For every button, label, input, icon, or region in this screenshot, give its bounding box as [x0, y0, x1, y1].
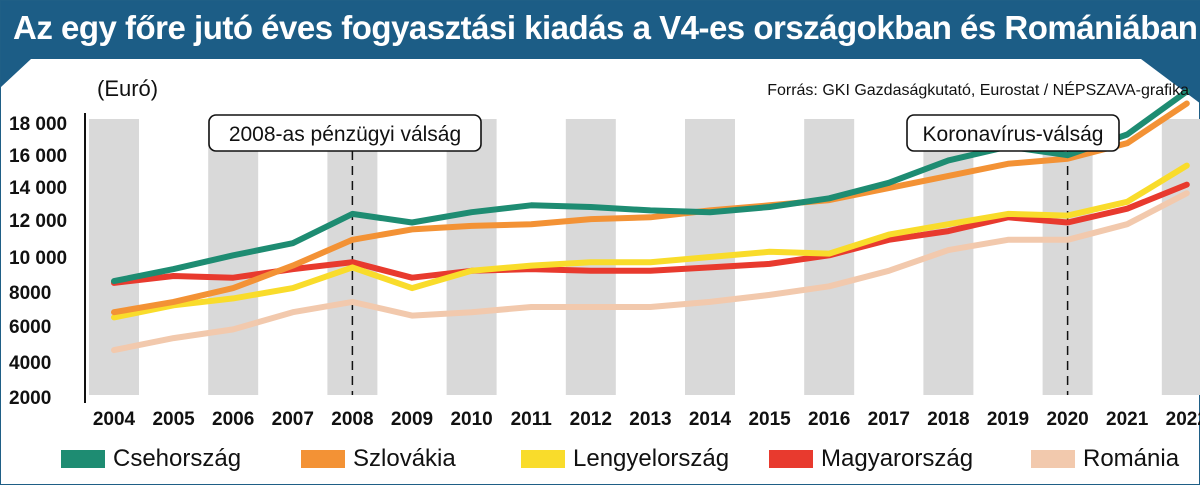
legend-swatch	[301, 450, 345, 468]
legend: Csehország Szlovákia Lengyelország Magyaror…	[1, 439, 1200, 483]
x-axis: 2004 2005 2006 2007 2008 2009 2010 2011 2012 2013…	[93, 409, 1200, 430]
series-line	[111, 181, 1190, 286]
year-band-2012	[565, 119, 616, 395]
legend-label: Magyarország	[821, 445, 974, 472]
legend-item: Szlovákia	[301, 443, 456, 475]
x-tick-label: 2007	[272, 409, 314, 430]
y-tick-label: 14 000	[9, 178, 67, 199]
legend-label: Románia	[1083, 445, 1180, 472]
legend-label: Lengyelország	[573, 445, 730, 472]
legend-swatch	[521, 450, 565, 468]
x-tick-label: 2008	[331, 409, 373, 430]
x-tick-label: 2005	[152, 409, 195, 430]
annotation-box	[208, 114, 482, 152]
series-lines	[111, 88, 1190, 354]
legend-item: Magyarország	[769, 443, 973, 475]
x-tick-label: 2012	[570, 409, 612, 430]
source-label: Forrás: GKI Gazdaságkutató, Eurostat / N…	[767, 80, 1189, 99]
x-tick-label: 2022	[1166, 409, 1200, 430]
x-tick-label: 2011	[511, 409, 553, 430]
year-band-2004	[89, 119, 139, 395]
title-bar: Az egy főre jutó éves fogyasztási kiadás…	[1, 1, 1200, 59]
y-tick-label: 12 000	[9, 211, 67, 232]
x-tick-label: 2017	[868, 409, 910, 430]
x-tick-label: 2006	[212, 409, 254, 430]
year-band-2010	[446, 119, 497, 395]
x-tick-label: 2018	[927, 409, 969, 430]
legend-item: Románia	[1031, 443, 1179, 475]
legend-label: Szlovákia	[353, 445, 456, 472]
legend-swatch	[769, 450, 813, 468]
series-line	[111, 100, 1190, 316]
annotation-label: Koronavírus-válság	[923, 123, 1104, 146]
x-tick-label: 2016	[808, 409, 850, 430]
legend-item: Lengyelország	[521, 443, 729, 475]
x-tick-label: 2015	[748, 409, 791, 430]
x-tick-label: 2014	[689, 409, 732, 430]
annotations: 2008-as pénzügyi válság Koronavírus-válsá…	[208, 114, 1120, 152]
legend-swatch	[61, 450, 105, 468]
y-axis: 18 000 16 000 14 000 12 000 10 000 8000 6000 40…	[9, 113, 86, 409]
y-tick-label: 6000	[9, 317, 51, 338]
x-tick-label: 2019	[987, 409, 1029, 430]
legend-item: Csehország	[61, 443, 241, 475]
y-tick-label: 18 000	[9, 114, 67, 135]
series-line	[111, 190, 1190, 354]
line-chart: 18 000 16 000 14 000 12 000 10 000 8000 6000 40…	[9, 76, 1200, 430]
series-line	[111, 162, 1190, 321]
annotation-box	[906, 114, 1120, 152]
unit-label: (Euró)	[97, 76, 158, 101]
legend-label: Csehország	[113, 445, 242, 472]
annotation-label: 2008-as pénzügyi válság	[229, 123, 461, 146]
x-tick-label: 2004	[93, 409, 136, 430]
year-band-2022	[1161, 119, 1200, 395]
crisis-markers	[351, 151, 1069, 395]
chart-title: Az egy főre jutó éves fogyasztási kiadás…	[13, 9, 1198, 46]
x-tick-label: 2009	[391, 409, 433, 430]
x-tick-label: 2020	[1046, 409, 1088, 430]
title-bar-corner-left	[1, 59, 31, 87]
x-tick-label: 2010	[450, 409, 492, 430]
legend-swatch	[1031, 450, 1075, 468]
x-tick-label: 2021	[1106, 409, 1149, 430]
y-tick-label: 8000	[9, 283, 51, 304]
y-tick-label: 4000	[9, 353, 51, 374]
y-tick-label: 10 000	[9, 248, 67, 269]
y-tick-label: 16 000	[9, 146, 67, 167]
title-bar-corner-right	[1141, 59, 1200, 104]
y-tick-label: 2000	[9, 388, 51, 409]
x-tick-label: 2013	[629, 409, 671, 430]
